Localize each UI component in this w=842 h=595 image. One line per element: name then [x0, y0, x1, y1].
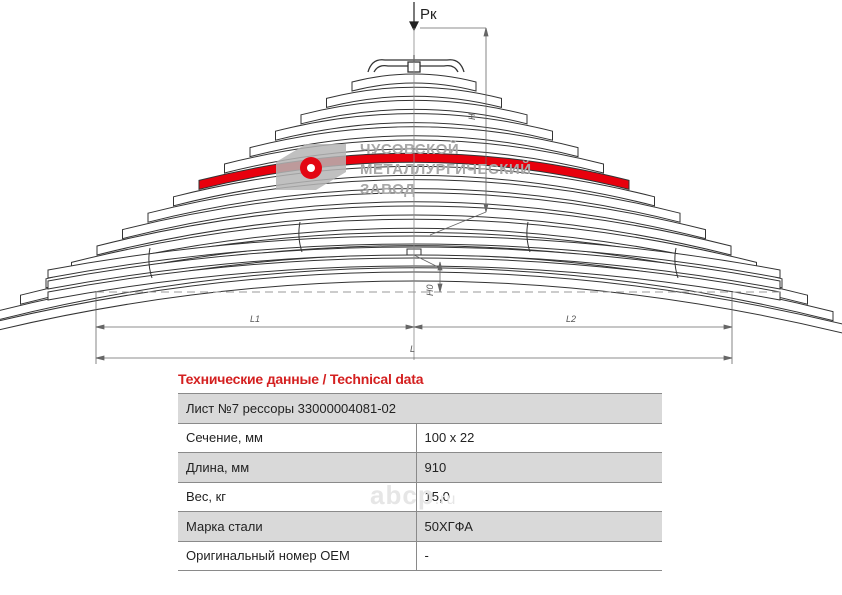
- watermark-text: abcp: [370, 480, 435, 510]
- row-value: 50ХГФА: [416, 511, 662, 542]
- table-header-row: Лист №7 рессоры 33000004081-02: [178, 393, 662, 424]
- logo-line-1: ЧУСОВСКОЙ: [360, 140, 459, 158]
- leaf: [0, 271, 842, 334]
- plant-logo: ЧУСОВСКОЙ МЕТАЛЛУРГИЧЕСКИЙ ЗАВОД: [276, 140, 532, 198]
- dim-l2-label: L2: [566, 314, 576, 324]
- table-row: Марка стали 50ХГФА: [178, 511, 662, 542]
- leaf: [249, 126, 579, 158]
- row-value: 15,0: [416, 482, 662, 512]
- leaf: [326, 86, 502, 109]
- row-label: Оригинальный номер OEM: [178, 541, 417, 571]
- rebound-clip: [526, 221, 531, 253]
- dim-l-label: L: [410, 344, 415, 354]
- spring-leaves: [0, 73, 842, 334]
- logo-line-3: ЗАВОД: [360, 181, 415, 198]
- spring-clamp: [367, 55, 465, 73]
- main-leaf: [47, 246, 781, 290]
- logo-line-2: МЕТАЛЛУРГИЧЕСКИЙ: [360, 160, 532, 178]
- table-row: Длина, мм 910: [178, 452, 662, 483]
- table-header-cell: Лист №7 рессоры 33000004081-02: [178, 393, 662, 424]
- table-row: Сечение, мм 100 х 22: [178, 423, 662, 453]
- row-label: Марка стали: [178, 511, 417, 542]
- leaf: [275, 113, 553, 141]
- technical-data-title: Технические данные / Technical data: [178, 371, 424, 387]
- watermark-suffix: .ru: [434, 491, 457, 508]
- leaf: [122, 192, 706, 240]
- table-row: Оригинальный номер OEM -: [178, 541, 662, 571]
- row-value: 910: [416, 452, 662, 483]
- leaf-spring-drawing: Рк H H0 L1 L2 L ЧУСО: [0, 2, 842, 364]
- dim-l1-label: L1: [250, 314, 260, 324]
- row-label: Сечение, мм: [178, 423, 417, 453]
- rebound-clip: [298, 221, 303, 253]
- technical-data-table: Лист №7 рессоры 33000004081-02 Сечение, …: [178, 393, 662, 571]
- leaf: [96, 205, 732, 256]
- row-label: Вес, кг: [178, 482, 417, 512]
- dim-h0: [413, 254, 443, 293]
- load-arrow: [409, 2, 419, 32]
- row-value: -: [416, 541, 662, 571]
- main-leaf: [47, 235, 781, 279]
- dim-lengths: [95, 292, 733, 364]
- dim-h: [420, 27, 489, 236]
- dim-h-label: H: [467, 113, 477, 120]
- leaf: [300, 99, 528, 125]
- dim-h0-label: H0: [425, 284, 435, 296]
- load-label: Рк: [420, 6, 437, 23]
- table-row: Вес, кг 15,0: [178, 482, 662, 512]
- row-label: Длина, мм: [178, 452, 417, 483]
- rebound-clip: [674, 247, 679, 279]
- main-leaf: [47, 257, 781, 301]
- row-value: 100 х 22: [416, 423, 662, 453]
- watermark: abcp.ru: [370, 480, 456, 511]
- rebound-clip: [148, 247, 153, 279]
